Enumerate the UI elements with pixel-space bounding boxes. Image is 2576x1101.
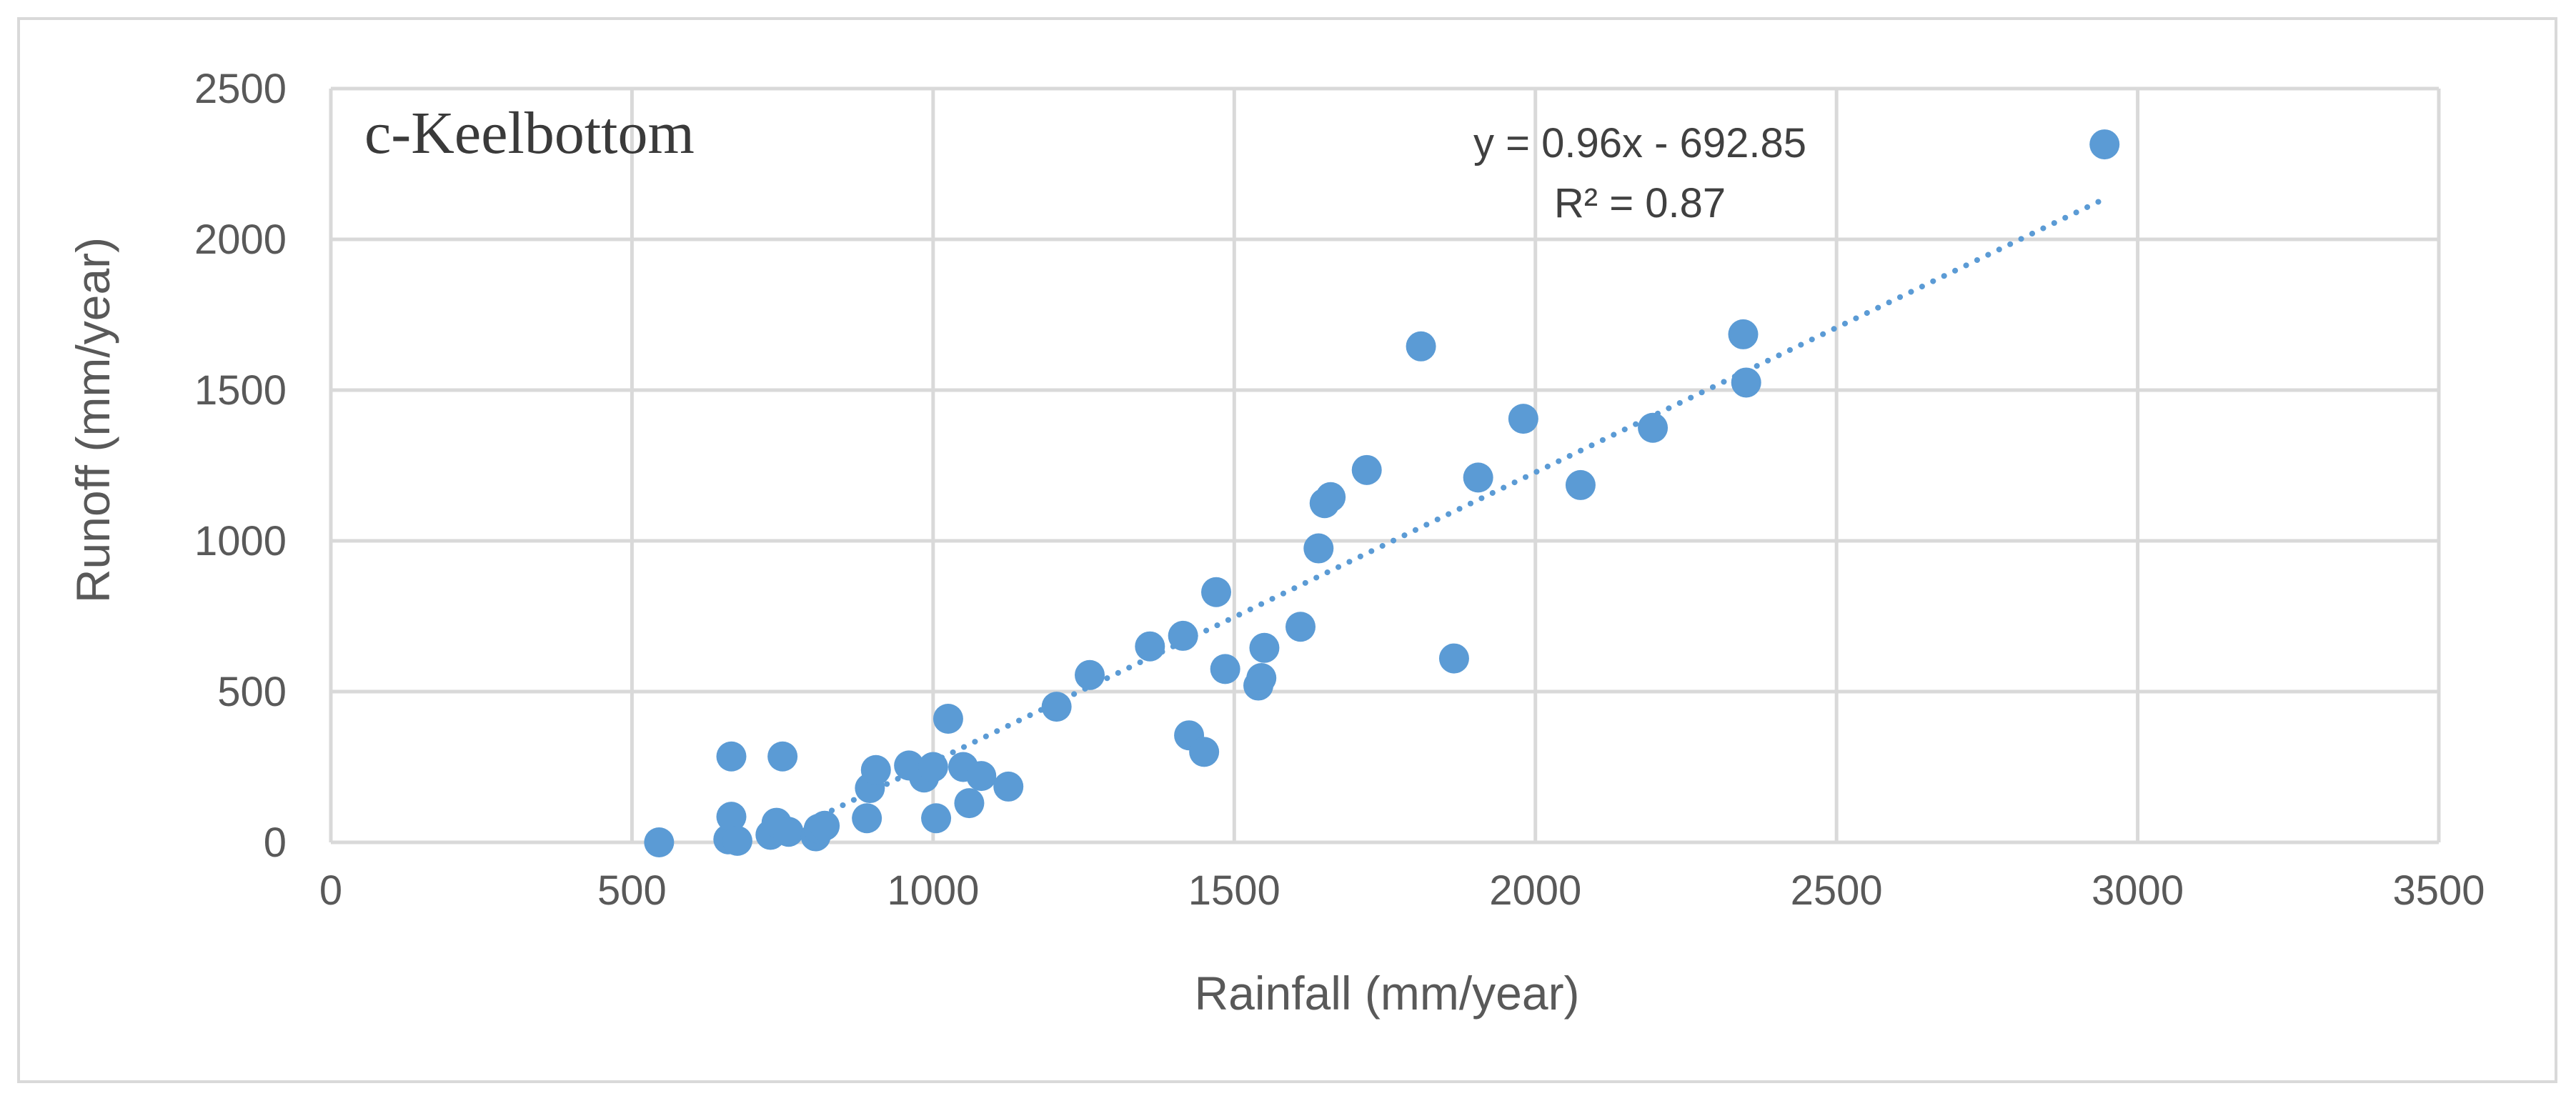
data-point-8 [773,817,804,847]
data-point-23 [993,771,1024,802]
x-tick-label-500: 500 [597,867,667,914]
data-point-36 [1303,533,1334,564]
data-point-17 [917,752,948,782]
data-point-12 [852,803,882,834]
data-point-47 [1731,367,1761,398]
data-point-38 [1316,482,1346,512]
scatter-chart: 0 500 1000 1500 2000 2500 0 500 1000 1500 2000 2500… [66,66,2485,1020]
data-point-0 [644,827,675,857]
data-point-39 [1351,454,1382,485]
data-point-3 [716,802,747,832]
y-tick-label-2000: 2000 [194,216,287,263]
data-point-11 [810,810,840,841]
data-point-44 [1565,469,1596,500]
y-tick-label-1000: 1000 [194,518,287,564]
data-point-14 [860,754,891,785]
x-tick-label-1500: 1500 [1188,867,1280,914]
trendline [762,196,2108,845]
data-point-7 [767,741,798,772]
data-point-22 [966,761,997,792]
x-tick-label-2500: 2500 [1791,867,1883,914]
x-tick-label-3000: 3000 [2092,867,2184,914]
trendline-group [762,196,2108,845]
y-tick-label-0: 0 [264,819,287,866]
x-tick-label-0: 0 [319,867,342,914]
x-tick-label-1000: 1000 [887,867,979,914]
data-point-34 [1249,632,1280,663]
y-tick-label-1500: 1500 [194,367,287,414]
data-point-41 [1438,643,1469,674]
data-point-24 [1041,692,1072,722]
trendline-equation: y = 0.96x - 692.85 [1473,120,1806,166]
data-point-27 [1168,620,1198,651]
data-point-21 [954,788,985,819]
x-axis-title: Rainfall (mm/year) [1194,967,1579,1020]
data-point-33 [1246,663,1277,694]
chart-frame: 0 500 1000 1500 2000 2500 0 500 1000 1500 2000 2500… [17,17,2557,1083]
data-point-42 [1463,462,1493,493]
data-points [644,129,2120,857]
panel-label: c-Keelbottom [364,100,695,166]
y-axis-title: Runoff (mm/year) [66,237,119,603]
data-point-45 [1638,412,1669,443]
y-tick-label-500: 500 [217,669,287,715]
data-point-48 [2089,129,2120,160]
data-point-40 [1406,331,1436,362]
data-point-29 [1189,737,1220,767]
y-tick-label-2500: 2500 [194,66,287,112]
data-point-43 [1508,404,1538,434]
data-point-25 [1075,659,1105,690]
data-point-35 [1285,612,1316,642]
data-point-31 [1210,654,1240,684]
data-point-26 [1135,631,1165,662]
data-point-46 [1728,319,1759,349]
grid [329,86,2441,845]
data-point-4 [722,825,752,856]
tick-labels: 0 500 1000 1500 2000 2500 0 500 1000 1500 2000 2500… [194,66,2485,914]
data-point-18 [921,803,952,834]
trendline-r-squared: R² = 0.87 [1554,180,1726,226]
data-point-19 [933,703,963,734]
x-tick-label-2000: 2000 [1489,867,1581,914]
data-point-30 [1201,577,1231,607]
data-point-2 [716,741,747,772]
x-tick-label-3500: 3500 [2392,867,2485,914]
